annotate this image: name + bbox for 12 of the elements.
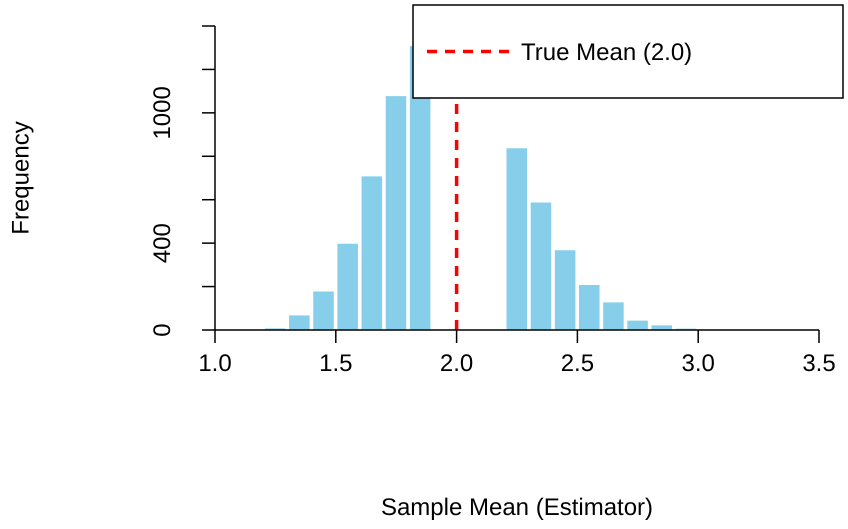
y-axis-title: Frequency bbox=[8, 121, 35, 235]
x-tick-label: 3.0 bbox=[682, 350, 715, 377]
y-tick-label: 0 bbox=[149, 323, 176, 337]
x-tick-label: 1.0 bbox=[198, 350, 232, 377]
x-tick-label: 1.5 bbox=[319, 350, 352, 377]
x-tick-label: 2.0 bbox=[440, 350, 474, 377]
x-tick-label: 3.5 bbox=[802, 350, 836, 377]
y-tick-label: 1000 bbox=[149, 86, 176, 140]
x-axis-title: Sample Mean (Estimator) bbox=[380, 494, 654, 521]
x-tick-label: 2.5 bbox=[560, 350, 594, 377]
ref-line-label: True Mean (2.0) bbox=[521, 38, 692, 66]
y-tick-label: 400 bbox=[149, 223, 176, 264]
